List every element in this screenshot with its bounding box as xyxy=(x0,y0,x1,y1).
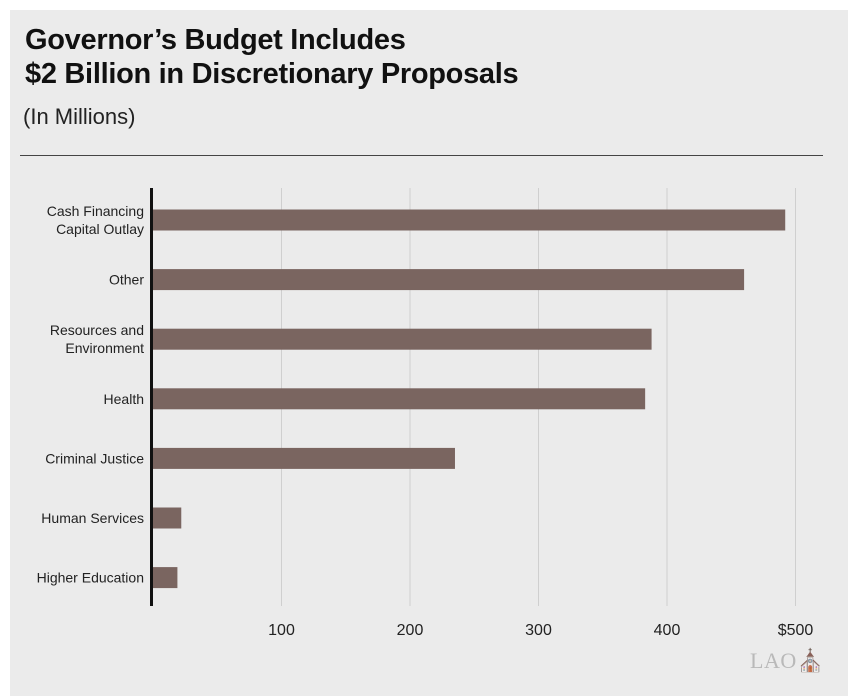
category-label-2-1: Environment xyxy=(65,340,144,356)
bar-1 xyxy=(153,269,745,291)
chart-title-line-1: Governor’s Budget Includes xyxy=(25,24,406,56)
x-tick-label-400: 400 xyxy=(654,622,681,639)
category-label-2-0: Resources and xyxy=(50,322,144,338)
category-label-1-0: Other xyxy=(109,272,144,288)
bar-4 xyxy=(153,447,455,469)
x-tick-label-200: 200 xyxy=(397,622,424,639)
bar-3 xyxy=(153,388,646,410)
chart-title-line-2: $2 Billion in Discretionary Proposals xyxy=(25,58,519,90)
category-label-3-0: Health xyxy=(104,391,144,407)
lao-logo: LAO⛪ xyxy=(750,648,825,673)
lao-logo-text: LAO xyxy=(750,648,797,673)
bar-0 xyxy=(153,209,786,231)
category-label-4-0: Criminal Justice xyxy=(45,450,144,466)
category-label-5-0: Human Services xyxy=(41,510,144,526)
title-divider xyxy=(20,155,823,156)
x-tick-label-500: $500 xyxy=(778,622,814,639)
chart-subtitle: (In Millions) xyxy=(23,104,136,129)
category-label-6-0: Higher Education xyxy=(37,570,144,586)
x-tick-label-300: 300 xyxy=(525,622,552,639)
category-label-0-1: Capital Outlay xyxy=(56,221,144,237)
bar-2 xyxy=(153,328,652,350)
x-tick-label-100: 100 xyxy=(268,622,295,639)
category-label-0-0: Cash Financing xyxy=(47,203,144,219)
bar-5 xyxy=(153,507,182,529)
chart-panel xyxy=(10,10,848,696)
chart-title: Governor’s Budget Includes $2 Billion in… xyxy=(25,23,519,91)
bar-6 xyxy=(153,567,178,589)
